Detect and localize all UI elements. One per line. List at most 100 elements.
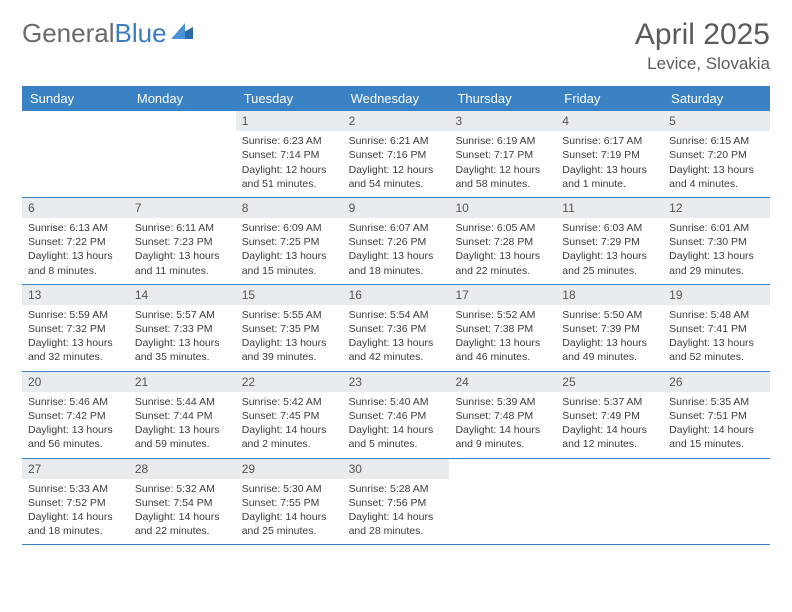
sunset-text: Sunset: 7:48 PM [455,409,550,423]
day-cell: 16Sunrise: 5:54 AMSunset: 7:36 PMDayligh… [343,285,450,371]
day-number: 14 [129,285,236,305]
day-header: Wednesday [343,86,450,111]
daylight-text: Daylight: 13 hours and 59 minutes. [135,423,230,451]
day-number: 17 [449,285,556,305]
day-cell: 30Sunrise: 5:28 AMSunset: 7:56 PMDayligh… [343,459,450,545]
sunrise-text: Sunrise: 5:54 AM [349,308,444,322]
daylight-text: Daylight: 12 hours and 58 minutes. [455,163,550,191]
day-body: Sunrise: 5:40 AMSunset: 7:46 PMDaylight:… [343,392,450,458]
empty-cell [449,459,556,545]
day-cell: 15Sunrise: 5:55 AMSunset: 7:35 PMDayligh… [236,285,343,371]
sunrise-text: Sunrise: 6:17 AM [562,134,657,148]
empty-cell [556,459,663,545]
day-number: 4 [556,111,663,131]
day-body: Sunrise: 5:57 AMSunset: 7:33 PMDaylight:… [129,305,236,371]
daylight-text: Daylight: 13 hours and 15 minutes. [242,249,337,277]
brand-name-a: General [22,18,115,49]
week-row: 13Sunrise: 5:59 AMSunset: 7:32 PMDayligh… [22,285,770,372]
daylight-text: Daylight: 13 hours and 49 minutes. [562,336,657,364]
sunrise-text: Sunrise: 5:57 AM [135,308,230,322]
day-cell: 28Sunrise: 5:32 AMSunset: 7:54 PMDayligh… [129,459,236,545]
calendar-page: GeneralBlue April 2025 Levice, Slovakia … [0,0,792,545]
week-row: 1Sunrise: 6:23 AMSunset: 7:14 PMDaylight… [22,111,770,198]
day-number: 25 [556,372,663,392]
day-number: 23 [343,372,450,392]
day-header: Thursday [449,86,556,111]
day-cell: 3Sunrise: 6:19 AMSunset: 7:17 PMDaylight… [449,111,556,197]
daylight-text: Daylight: 13 hours and 52 minutes. [669,336,764,364]
sunrise-text: Sunrise: 6:21 AM [349,134,444,148]
sunset-text: Sunset: 7:45 PM [242,409,337,423]
day-body: Sunrise: 6:15 AMSunset: 7:20 PMDaylight:… [663,131,770,197]
sunset-text: Sunset: 7:20 PM [669,148,764,162]
page-header: GeneralBlue April 2025 Levice, Slovakia [22,18,770,74]
day-number: 26 [663,372,770,392]
sunset-text: Sunset: 7:25 PM [242,235,337,249]
day-body: Sunrise: 6:11 AMSunset: 7:23 PMDaylight:… [129,218,236,284]
daylight-text: Daylight: 14 hours and 18 minutes. [28,510,123,538]
day-cell: 8Sunrise: 6:09 AMSunset: 7:25 PMDaylight… [236,198,343,284]
day-cell: 24Sunrise: 5:39 AMSunset: 7:48 PMDayligh… [449,372,556,458]
sunrise-text: Sunrise: 6:19 AM [455,134,550,148]
day-body: Sunrise: 6:19 AMSunset: 7:17 PMDaylight:… [449,131,556,197]
day-cell: 23Sunrise: 5:40 AMSunset: 7:46 PMDayligh… [343,372,450,458]
day-body: Sunrise: 6:03 AMSunset: 7:29 PMDaylight:… [556,218,663,284]
day-cell: 22Sunrise: 5:42 AMSunset: 7:45 PMDayligh… [236,372,343,458]
daylight-text: Daylight: 12 hours and 51 minutes. [242,163,337,191]
sunrise-text: Sunrise: 5:52 AM [455,308,550,322]
sunset-text: Sunset: 7:33 PM [135,322,230,336]
day-cell: 4Sunrise: 6:17 AMSunset: 7:19 PMDaylight… [556,111,663,197]
day-number: 13 [22,285,129,305]
sunset-text: Sunset: 7:38 PM [455,322,550,336]
day-header: Tuesday [236,86,343,111]
logo-mark-icon [171,15,193,46]
daylight-text: Daylight: 13 hours and 1 minute. [562,163,657,191]
sunrise-text: Sunrise: 5:33 AM [28,482,123,496]
week-row: 27Sunrise: 5:33 AMSunset: 7:52 PMDayligh… [22,459,770,546]
sunrise-text: Sunrise: 5:55 AM [242,308,337,322]
day-body: Sunrise: 5:48 AMSunset: 7:41 PMDaylight:… [663,305,770,371]
sunset-text: Sunset: 7:56 PM [349,496,444,510]
sunset-text: Sunset: 7:16 PM [349,148,444,162]
sunrise-text: Sunrise: 5:37 AM [562,395,657,409]
day-body: Sunrise: 5:30 AMSunset: 7:55 PMDaylight:… [236,479,343,545]
day-body: Sunrise: 5:37 AMSunset: 7:49 PMDaylight:… [556,392,663,458]
brand-logo: GeneralBlue [22,18,193,49]
day-cell: 9Sunrise: 6:07 AMSunset: 7:26 PMDaylight… [343,198,450,284]
sunrise-text: Sunrise: 5:32 AM [135,482,230,496]
sunset-text: Sunset: 7:22 PM [28,235,123,249]
day-body: Sunrise: 5:42 AMSunset: 7:45 PMDaylight:… [236,392,343,458]
sunset-text: Sunset: 7:42 PM [28,409,123,423]
daylight-text: Daylight: 14 hours and 12 minutes. [562,423,657,451]
day-number: 6 [22,198,129,218]
sunrise-text: Sunrise: 6:11 AM [135,221,230,235]
day-body: Sunrise: 5:39 AMSunset: 7:48 PMDaylight:… [449,392,556,458]
sunrise-text: Sunrise: 5:30 AM [242,482,337,496]
day-body: Sunrise: 5:52 AMSunset: 7:38 PMDaylight:… [449,305,556,371]
day-header: Saturday [663,86,770,111]
sunset-text: Sunset: 7:49 PM [562,409,657,423]
day-body: Sunrise: 5:50 AMSunset: 7:39 PMDaylight:… [556,305,663,371]
daylight-text: Daylight: 13 hours and 32 minutes. [28,336,123,364]
week-row: 20Sunrise: 5:46 AMSunset: 7:42 PMDayligh… [22,372,770,459]
month-title: April 2025 [635,18,770,52]
sunrise-text: Sunrise: 6:23 AM [242,134,337,148]
day-body: Sunrise: 6:05 AMSunset: 7:28 PMDaylight:… [449,218,556,284]
sunset-text: Sunset: 7:32 PM [28,322,123,336]
sunset-text: Sunset: 7:30 PM [669,235,764,249]
sunrise-text: Sunrise: 5:35 AM [669,395,764,409]
sunset-text: Sunset: 7:35 PM [242,322,337,336]
day-number: 10 [449,198,556,218]
day-cell: 18Sunrise: 5:50 AMSunset: 7:39 PMDayligh… [556,285,663,371]
sunset-text: Sunset: 7:44 PM [135,409,230,423]
day-cell: 13Sunrise: 5:59 AMSunset: 7:32 PMDayligh… [22,285,129,371]
sunset-text: Sunset: 7:55 PM [242,496,337,510]
day-cell: 12Sunrise: 6:01 AMSunset: 7:30 PMDayligh… [663,198,770,284]
day-number: 22 [236,372,343,392]
day-body: Sunrise: 6:21 AMSunset: 7:16 PMDaylight:… [343,131,450,197]
empty-cell [663,459,770,545]
sunrise-text: Sunrise: 5:46 AM [28,395,123,409]
sunrise-text: Sunrise: 5:44 AM [135,395,230,409]
daylight-text: Daylight: 14 hours and 2 minutes. [242,423,337,451]
sunrise-text: Sunrise: 5:42 AM [242,395,337,409]
